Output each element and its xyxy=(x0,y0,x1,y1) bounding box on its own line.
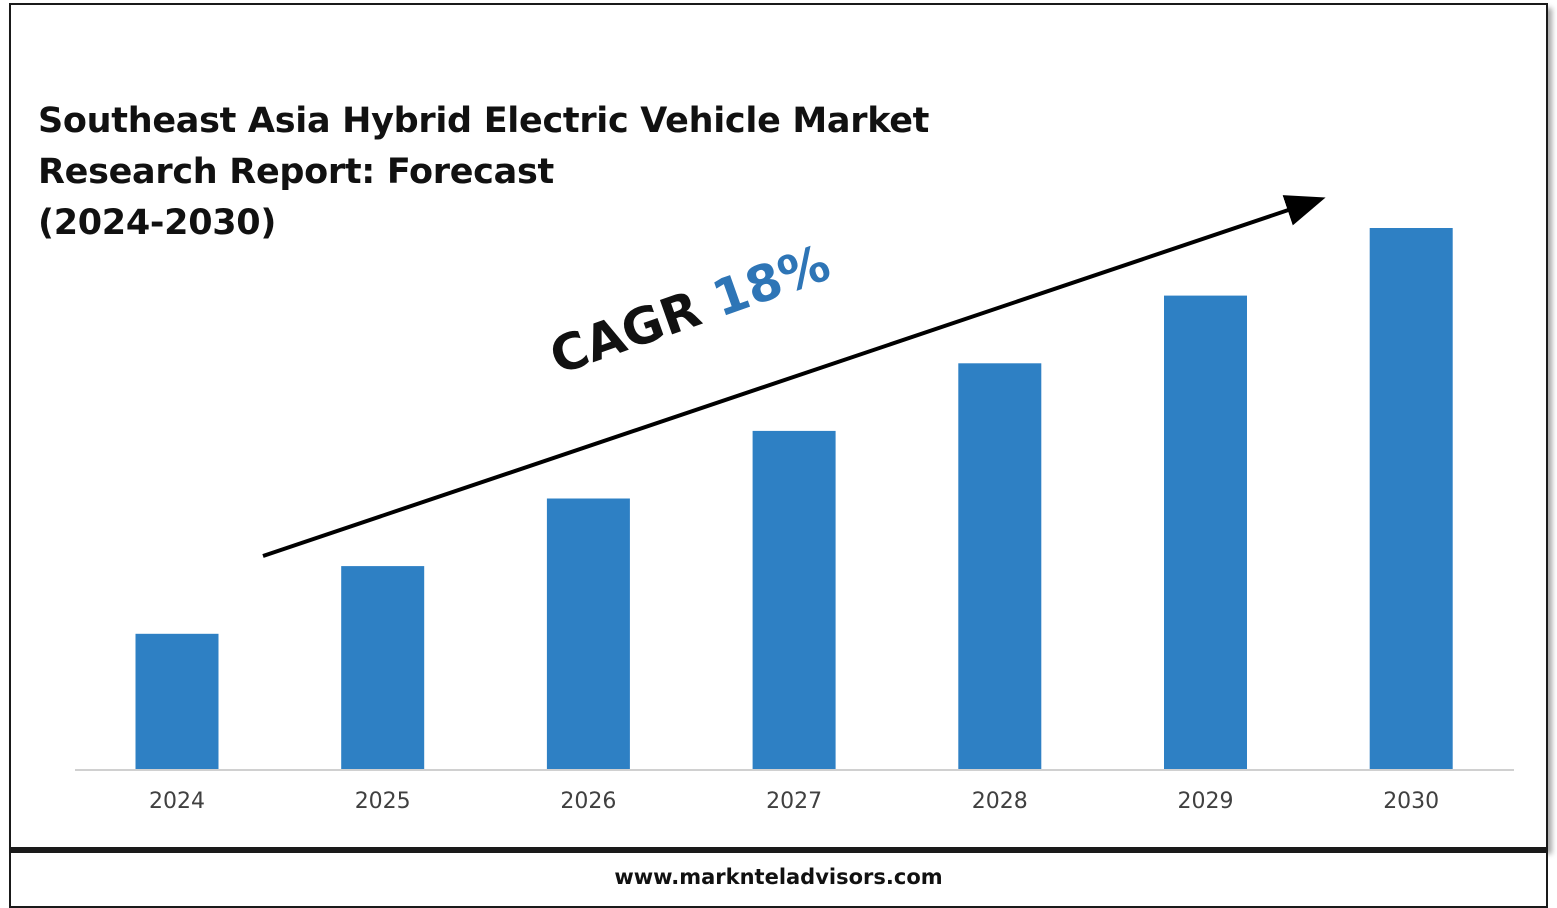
x-tick-labels: 2024 2025 2026 2027 2028 2029 2030 xyxy=(149,789,1439,814)
footer-url[interactable]: www.marknteladvisors.com xyxy=(614,865,943,889)
bar-2024 xyxy=(135,633,219,770)
title-line-2: Research Report: Forecast xyxy=(38,152,554,192)
x-tick-label-2026: 2026 xyxy=(560,789,616,814)
bar-2030 xyxy=(1369,228,1453,769)
bar-2025 xyxy=(341,566,425,769)
footer: www.marknteladvisors.com xyxy=(9,849,1548,908)
x-tick-label-2028: 2028 xyxy=(972,789,1028,814)
bar-group xyxy=(135,228,1453,770)
chart-title: Southeast Asia Hybrid Electric Vehicle M… xyxy=(38,96,998,249)
x-tick-label-2025: 2025 xyxy=(355,789,411,814)
bar-2029 xyxy=(1164,295,1247,769)
title-line-3: (2024-2030) xyxy=(38,203,277,243)
bar-2027 xyxy=(752,430,836,769)
x-tick-label-2030: 2030 xyxy=(1383,789,1439,814)
bar-2026 xyxy=(546,498,630,769)
x-tick-label-2029: 2029 xyxy=(1178,789,1234,814)
bar-2028 xyxy=(958,363,1042,770)
title-line-1: Southeast Asia Hybrid Electric Vehicle M… xyxy=(38,101,930,141)
x-tick-label-2027: 2027 xyxy=(766,789,822,814)
trend-arrow xyxy=(262,195,1326,558)
x-tick-label-2024: 2024 xyxy=(149,789,205,814)
